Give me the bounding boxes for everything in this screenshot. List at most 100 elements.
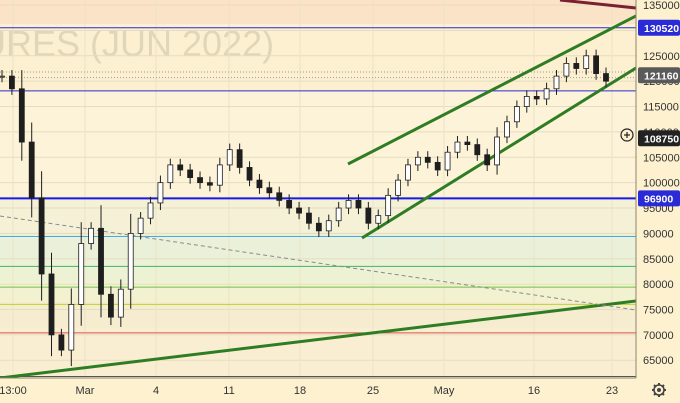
time-tick-label: 11 <box>223 385 234 397</box>
price-label-box <box>638 19 680 36</box>
candle-body[interactable] <box>424 156 431 163</box>
background-band <box>0 328 636 378</box>
dashed-descending-line <box>0 215 637 311</box>
candle-body[interactable] <box>405 164 411 181</box>
price-tick-label: 75000 <box>643 305 674 317</box>
candle-body[interactable] <box>513 106 520 123</box>
candle-body[interactable] <box>583 55 590 69</box>
candle-body[interactable] <box>365 207 372 224</box>
background-band <box>0 233 636 262</box>
add-alert-button[interactable] <box>620 128 634 142</box>
candle-body[interactable] <box>315 222 322 232</box>
price-tick-labels: 6500070000750008000085000900009500010000… <box>643 0 680 367</box>
candle-body[interactable] <box>434 161 441 171</box>
candle-body[interactable] <box>137 217 144 234</box>
price-label-box <box>638 67 680 84</box>
price-label-box <box>638 130 680 147</box>
candle-body[interactable] <box>147 202 154 219</box>
candle-body[interactable] <box>593 55 599 74</box>
candle-body[interactable] <box>335 207 342 222</box>
candle-body[interactable] <box>563 63 570 77</box>
candle-body[interactable] <box>266 187 273 194</box>
candle-body[interactable] <box>573 63 580 69</box>
candle-body[interactable] <box>345 200 352 209</box>
candle-body[interactable] <box>355 200 362 209</box>
candle-body[interactable] <box>28 141 35 199</box>
candle-body[interactable] <box>306 212 312 224</box>
price-label-text: 108750 <box>644 133 679 145</box>
candle-body[interactable] <box>474 144 481 156</box>
settings-button[interactable] <box>652 383 666 397</box>
candle-body[interactable] <box>197 177 203 184</box>
candle-body[interactable] <box>246 167 253 181</box>
candle-body[interactable] <box>325 220 332 232</box>
candle-body[interactable] <box>553 75 560 90</box>
candle-body[interactable] <box>296 207 302 214</box>
time-axis[interactable] <box>0 378 680 403</box>
price-tick-label: 70000 <box>643 330 674 342</box>
price-label-text: 96900 <box>644 193 673 205</box>
horizontal-levels <box>0 27 636 377</box>
candle-body[interactable] <box>108 293 114 318</box>
price-label-text: 130520 <box>644 23 679 35</box>
candle-body[interactable] <box>167 164 174 184</box>
candle-body[interactable] <box>523 96 530 107</box>
candle-body[interactable] <box>533 96 540 100</box>
candle-body[interactable] <box>464 141 471 146</box>
candle-body[interactable] <box>216 164 223 186</box>
candle-body[interactable] <box>603 73 609 82</box>
candle-body[interactable] <box>484 154 491 166</box>
candle-body[interactable] <box>494 136 500 166</box>
candle-body[interactable] <box>385 194 392 217</box>
candle-body[interactable] <box>543 88 550 100</box>
candle-body[interactable] <box>276 192 283 201</box>
resistance-line-top[interactable] <box>559 0 637 10</box>
candle-body[interactable] <box>78 243 85 305</box>
long-support-line[interactable] <box>0 299 637 380</box>
time-tick-label: 25 <box>367 385 379 397</box>
price-tick-label: 80000 <box>643 279 674 291</box>
watermark: URES (JUN 2022) <box>0 23 274 64</box>
candle-body[interactable] <box>256 179 263 189</box>
candle-body[interactable] <box>157 182 164 204</box>
candle-body[interactable] <box>117 288 124 318</box>
price-tick-label: 125000 <box>643 51 680 63</box>
time-tick-label: 13:00 <box>0 385 27 397</box>
candle-body[interactable] <box>444 151 451 171</box>
candle-body[interactable] <box>18 88 25 143</box>
time-tick-label: 4 <box>153 385 159 397</box>
candle-body[interactable] <box>58 334 65 351</box>
candle-body[interactable] <box>226 149 233 166</box>
candle-body[interactable] <box>68 304 75 351</box>
candle-body[interactable] <box>395 179 401 196</box>
candle-body[interactable] <box>38 197 45 275</box>
candle-body[interactable] <box>375 215 382 224</box>
candle-body[interactable] <box>9 75 15 90</box>
candle-body[interactable] <box>127 232 134 290</box>
candle-body[interactable] <box>504 121 510 138</box>
candle-body[interactable] <box>0 75 5 78</box>
candle-body[interactable] <box>236 149 243 168</box>
time-tick-label: 16 <box>528 385 540 397</box>
candle-body[interactable] <box>88 227 95 244</box>
price-tick-label: 85000 <box>643 254 674 266</box>
candle-body[interactable] <box>207 182 213 186</box>
background-band <box>0 302 636 328</box>
time-tick-label: Mar <box>76 385 95 397</box>
candle-body[interactable] <box>414 156 421 166</box>
candle-body[interactable] <box>187 169 194 178</box>
price-label-text: 121160 <box>644 70 679 82</box>
time-tick-label: May <box>434 385 455 397</box>
candle-body[interactable] <box>48 273 55 336</box>
candle-body[interactable] <box>177 164 184 171</box>
candle-body[interactable] <box>286 200 293 209</box>
candles <box>0 49 609 367</box>
channel-upper-line[interactable] <box>347 14 637 166</box>
candle-body[interactable] <box>454 141 461 153</box>
background-band <box>0 90 636 196</box>
background-band <box>0 282 636 302</box>
candle-body[interactable] <box>98 227 104 295</box>
time-tick-labels: 13:00 Mar 4 11 18 25 May 16 23 <box>0 385 618 397</box>
